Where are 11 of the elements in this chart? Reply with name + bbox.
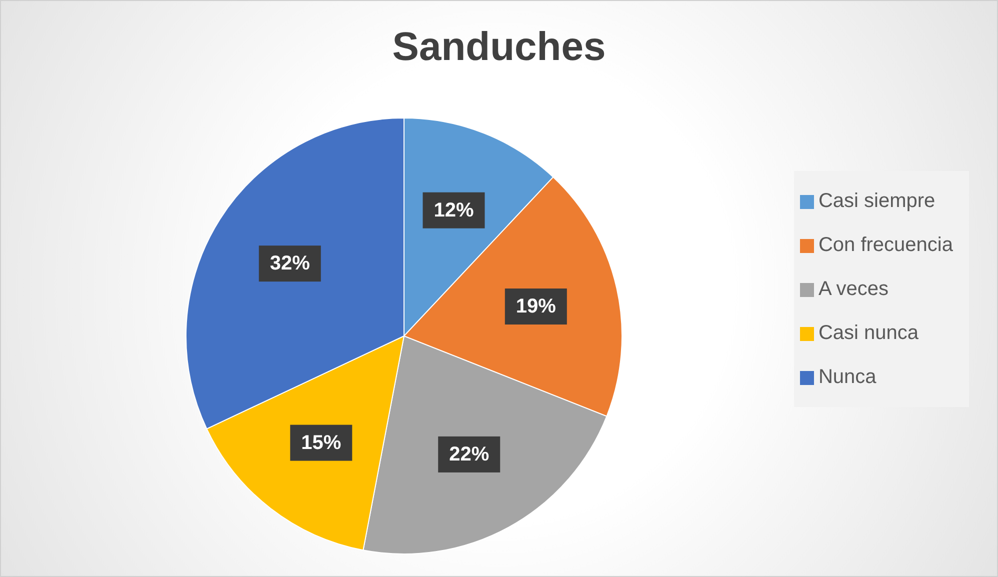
legend-label: Nunca bbox=[818, 366, 876, 388]
chart-title: Sanduches bbox=[391, 25, 607, 70]
data-label: 22% bbox=[449, 443, 490, 466]
legend-label: A veces bbox=[818, 278, 889, 300]
legend-label: Con frecuencia bbox=[818, 234, 953, 256]
legend-label: Casi siempre bbox=[818, 190, 936, 212]
data-label: 15% bbox=[301, 432, 342, 454]
legend-label: Casi nunca bbox=[818, 322, 919, 344]
data-label: 19% bbox=[516, 296, 556, 318]
data-label: 12% bbox=[434, 199, 474, 222]
data-label: 32% bbox=[270, 252, 310, 275]
